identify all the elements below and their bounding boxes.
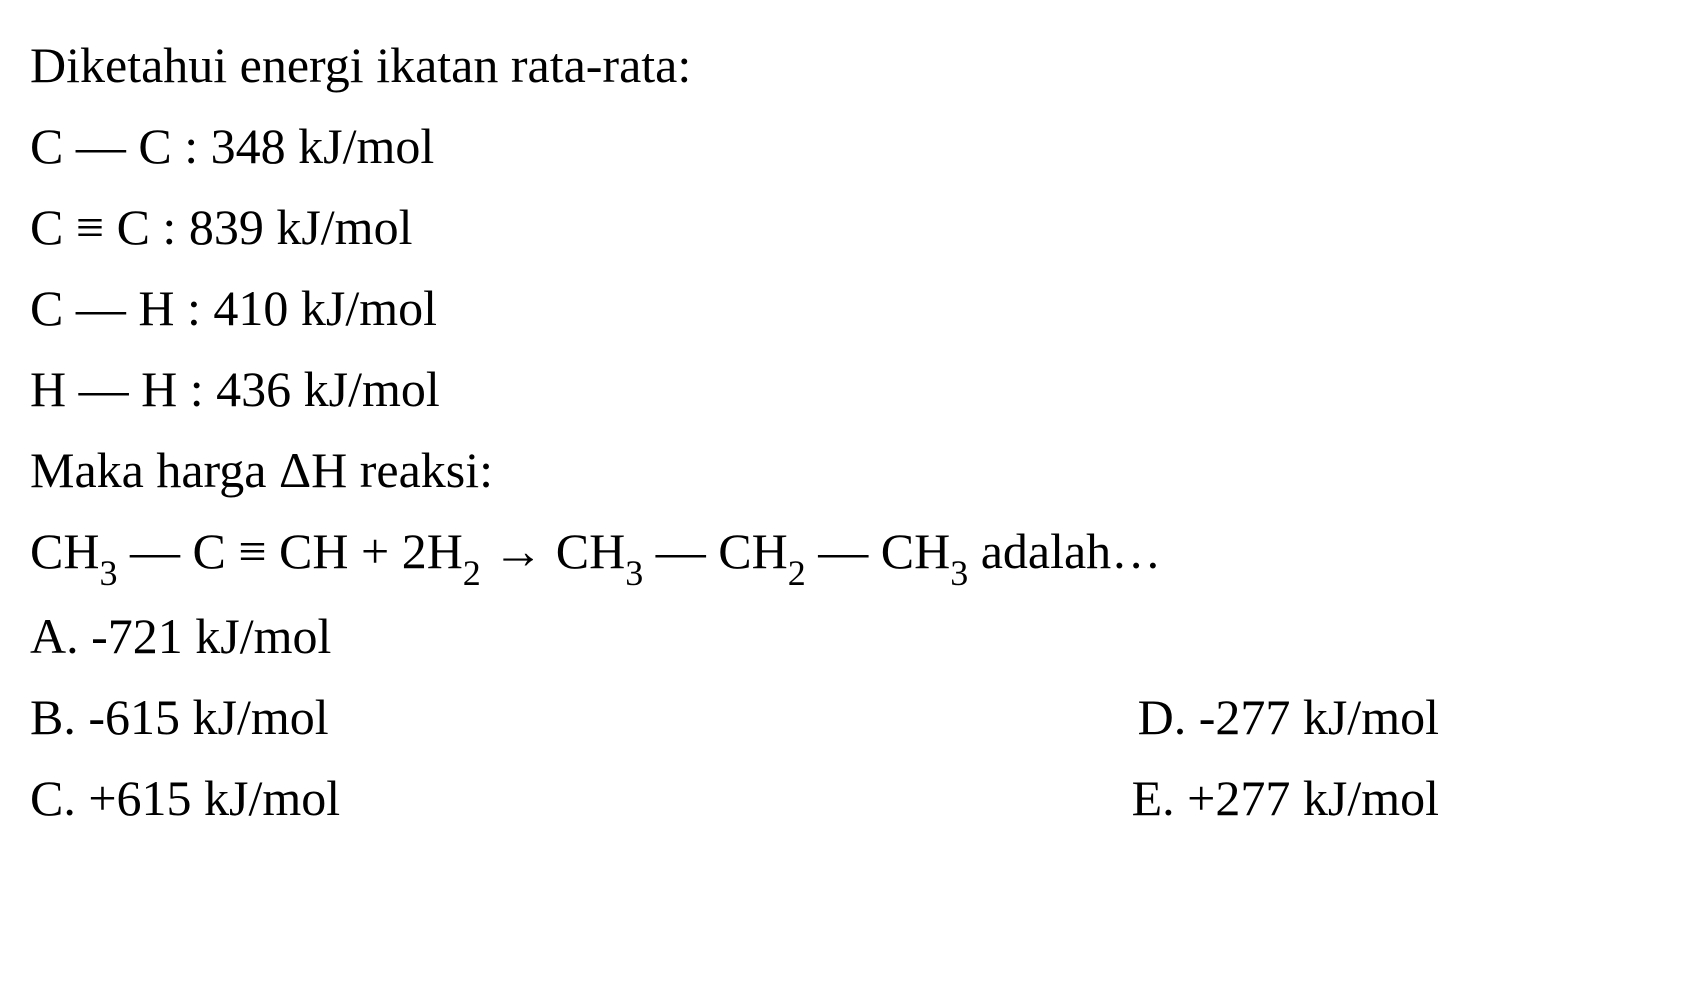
delta-symbol: Δ xyxy=(279,442,311,498)
title-text: Diketahui energi ikatan rata-rata: xyxy=(30,37,691,93)
triple-bond-symbol: ≡ xyxy=(76,187,104,268)
bond-pair-2: C ≡ C xyxy=(30,199,150,255)
question-prefix: Maka harga xyxy=(30,442,279,498)
bond-value-2: 839 kJ/mol xyxy=(189,199,413,255)
option-b-value: -615 kJ/mol xyxy=(88,689,328,745)
option-b-label: B. xyxy=(30,689,88,745)
bond-pair-4: H — H xyxy=(30,361,177,417)
bond-value-3: 410 kJ/mol xyxy=(213,280,437,336)
reaction-equation: CH3 — C ≡ CH + 2H2 → CH3 — CH2 — CH3 xyxy=(30,523,968,579)
bond-line-3: C — H : 410 kJ/mol xyxy=(30,268,1659,349)
option-b-container: B. -615 kJ/mol xyxy=(30,677,329,758)
title-line: Diketahui energi ikatan rata-rata: xyxy=(30,25,1659,106)
option-d-value: -277 kJ/mol xyxy=(1199,689,1439,745)
bond-pair-1: C — C xyxy=(30,118,172,174)
reaction-line: CH3 — C ≡ CH + 2H2 → CH3 — CH2 — CH3 ada… xyxy=(30,511,1659,596)
bond-value-1: 348 kJ/mol xyxy=(211,118,435,174)
reaction-suffix: adalah… xyxy=(968,523,1161,579)
subscript: 3 xyxy=(99,553,117,593)
option-c-container: C. +615 kJ/mol xyxy=(30,758,340,839)
options-row-bd: B. -615 kJ/mol D. -277 kJ/mol xyxy=(30,677,1659,758)
bond-line-4: H — H : 436 kJ/mol xyxy=(30,349,1659,430)
separator-4: : xyxy=(177,361,216,417)
subscript: 2 xyxy=(463,553,481,593)
separator-3: : xyxy=(174,280,213,336)
option-c-label: C. xyxy=(30,770,88,826)
option-d-container: D. -277 kJ/mol xyxy=(1138,677,1659,758)
option-c-value: +615 kJ/mol xyxy=(88,770,340,826)
question-label-line: Maka harga ΔH reaksi: xyxy=(30,430,1659,511)
bond-pair-3: C — H xyxy=(30,280,174,336)
triple-bond-symbol: ≡ xyxy=(238,511,266,592)
option-a-line: A. -721 kJ/mol xyxy=(30,596,1659,677)
option-e-label: E. xyxy=(1132,770,1188,826)
separator-2: : xyxy=(150,199,189,255)
bond-line-2: C ≡ C : 839 kJ/mol xyxy=(30,187,1659,268)
bond-line-1: C — C : 348 kJ/mol xyxy=(30,106,1659,187)
option-d-label: D. xyxy=(1138,689,1199,745)
option-a-value: -721 kJ/mol xyxy=(91,608,331,664)
option-a-label: A. xyxy=(30,608,91,664)
bond-value-4: 436 kJ/mol xyxy=(216,361,440,417)
separator-1: : xyxy=(172,118,211,174)
subscript: 3 xyxy=(625,553,643,593)
subscript: 2 xyxy=(788,553,806,593)
option-e-container: E. +277 kJ/mol xyxy=(1132,758,1659,839)
option-e-value: +277 kJ/mol xyxy=(1187,770,1439,826)
question-suffix-h: H reaksi: xyxy=(311,442,493,498)
options-row-ce: C. +615 kJ/mol E. +277 kJ/mol xyxy=(30,758,1659,839)
subscript: 3 xyxy=(950,553,968,593)
